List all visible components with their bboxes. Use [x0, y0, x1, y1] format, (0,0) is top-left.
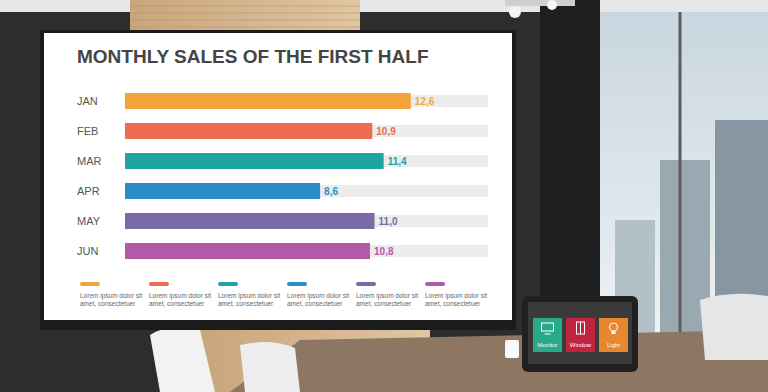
legend-swatch — [218, 282, 238, 286]
spotlight — [509, 6, 521, 18]
category-label: JAN — [77, 95, 98, 107]
legend-label: Lorem ipsum dolor sit — [287, 292, 349, 300]
window-frame — [679, 12, 682, 342]
wall — [0, 0, 768, 392]
bar — [125, 243, 370, 259]
legend-label: Lorem ipsum dolor sit — [80, 292, 142, 300]
category-label: APR — [77, 185, 100, 197]
screen-frame — [40, 30, 516, 330]
category-label: MAR — [77, 155, 102, 167]
icon-monitor — [542, 323, 554, 331]
chart-title: MONTHLY SALES OF THE FIRST HALF — [77, 46, 429, 67]
category-label: FEB — [77, 125, 98, 137]
legend-label: amet, consectetuer — [218, 300, 274, 307]
window — [600, 12, 768, 342]
tablet — [522, 296, 638, 372]
bar — [125, 153, 384, 169]
tablet-button[interactable] — [599, 318, 628, 352]
bar — [125, 123, 372, 139]
legend-swatch — [149, 282, 169, 286]
legend-label: Lorem ipsum dolor sit — [149, 292, 211, 300]
chair — [240, 342, 300, 392]
ceiling-light — [505, 0, 575, 6]
icon-window — [577, 322, 585, 334]
data-label: 12,6 — [415, 96, 435, 107]
screen — [44, 33, 512, 320]
category-label: JUN — [77, 245, 98, 257]
data-label: 11,4 — [388, 156, 407, 167]
legend-label: Lorem ipsum dolor sit — [218, 292, 280, 300]
legend-label: amet, consectetuer — [287, 300, 343, 307]
bar — [125, 183, 320, 199]
wood-grain — [130, 6, 360, 7]
icon-monitor — [545, 334, 551, 335]
legend-label: amet, consectetuer — [356, 300, 412, 307]
legend-swatch — [287, 282, 307, 286]
data-label: 8,6 — [324, 186, 338, 197]
legend-swatch — [356, 282, 376, 286]
legend-label: amet, consectetuer — [425, 300, 481, 307]
chair — [700, 294, 768, 360]
tracks — [125, 95, 488, 257]
chair — [150, 327, 215, 392]
icon-light — [612, 331, 616, 334]
tablet-button[interactable] — [566, 318, 595, 352]
legend-swatch — [80, 282, 100, 286]
legend-swatch — [425, 282, 445, 286]
tablet-button-label: Monitor — [537, 342, 557, 348]
bar — [125, 213, 375, 229]
legend-label: amet, consectetuer — [149, 300, 205, 307]
legend-label: Lorem ipsum dolor sit — [356, 292, 418, 300]
cup — [505, 340, 519, 358]
legend-label: Lorem ipsum dolor sit — [425, 292, 487, 300]
data-label: 10,8 — [374, 246, 394, 257]
category-label: MAY — [77, 215, 101, 227]
icon-light — [610, 323, 618, 331]
tablet-button-label: Light — [607, 342, 620, 348]
wood-grain — [130, 13, 360, 14]
tablet-screen — [528, 302, 632, 364]
scene: MONTHLY SALES OF THE FIRST HALF JAN 12,6 FE… — [0, 0, 768, 392]
wood-grain — [130, 20, 360, 21]
ceiling — [0, 0, 768, 12]
legend-label: amet, consectetuer — [80, 300, 136, 307]
tablet-button[interactable] — [533, 318, 562, 352]
table — [230, 330, 768, 392]
wood-grain — [130, 27, 360, 28]
data-label: 11,0 — [379, 216, 398, 227]
icon-window — [580, 322, 581, 334]
tablet-button-label: Window — [570, 342, 592, 348]
spotlight — [547, 0, 557, 10]
data-label: 10,9 — [376, 126, 396, 137]
bar — [125, 93, 411, 109]
bars — [125, 93, 411, 259]
